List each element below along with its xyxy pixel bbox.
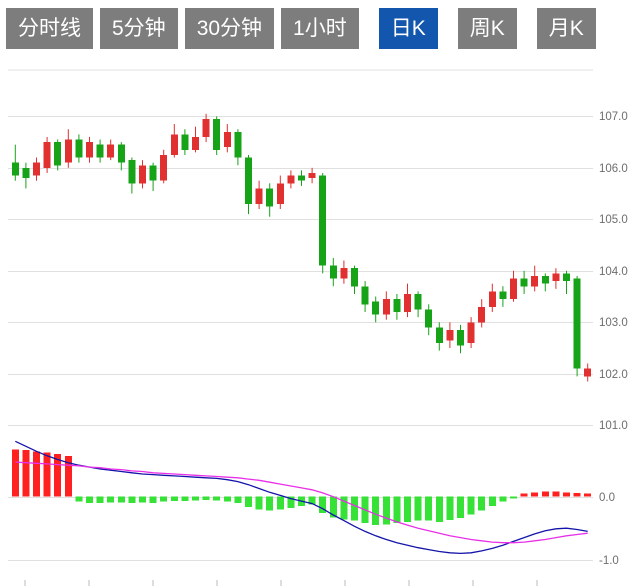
macd-histogram [11,449,592,526]
tab-timeshare[interactable]: 分时线 [6,8,93,49]
svg-text:107.0: 107.0 [599,111,628,123]
y-axis-labels: 107.0 106.0 105.0 104.0 103.0 102.0 101.0 0.0 -1… [599,111,628,567]
kline-chart-svg: 107.0 106.0 105.0 104.0 103.0 102.0 101.0 0.0 -1… [8,69,628,586]
tab-1hour[interactable]: 1小时 [281,8,359,49]
tab-30min[interactable]: 30分钟 [184,8,275,49]
svg-text:105.0: 105.0 [599,214,628,226]
svg-text:104.0: 104.0 [599,266,628,278]
dif-line [15,440,588,555]
svg-text:106.0: 106.0 [599,163,628,175]
svg-text:103.0: 103.0 [599,317,628,329]
tab-daily-k[interactable]: 日K [378,8,438,49]
dea-line [15,461,588,544]
svg-text:0.0: 0.0 [599,492,615,504]
svg-text:-1.0: -1.0 [599,555,619,567]
x-axis-ticks [24,580,538,586]
tab-monthly-k[interactable]: 月K [536,8,596,49]
tab-5min[interactable]: 5分钟 [100,8,178,49]
grid-layer [8,69,593,561]
svg-text:102.0: 102.0 [599,369,628,381]
svg-text:101.0: 101.0 [599,420,628,432]
price-candles [11,113,592,382]
tab-weekly-k[interactable]: 周K [457,8,517,49]
interval-toolbar: 分时线 5分钟 30分钟 1小时 日K 周K 月K [6,8,603,49]
chart-area[interactable]: 107.0 106.0 105.0 104.0 103.0 102.0 101.0 0.0 -1… [0,60,636,586]
